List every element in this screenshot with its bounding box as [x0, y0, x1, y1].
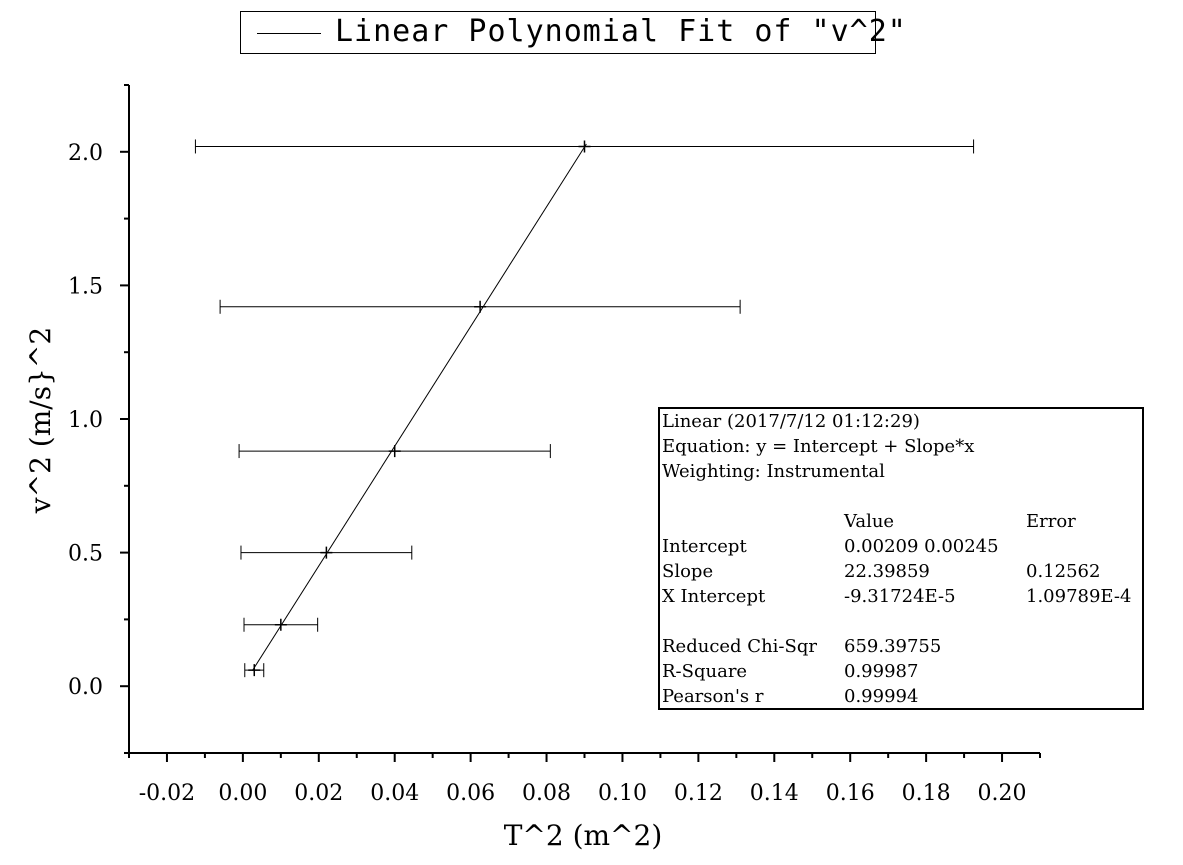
x-tick-label: 0.06: [446, 781, 495, 806]
legend-label: Linear Polynomial Fit of "v^2": [335, 14, 907, 49]
legend-line-swatch: [257, 33, 321, 34]
fit-row-name: Slope: [662, 561, 714, 582]
fit-row-name: X Intercept: [662, 586, 766, 607]
x-axis-ticks: -0.02 0.00 0.02 0.04 0.06 0.08 0.10 0.12 0.14 0.1…: [128, 753, 1041, 806]
x-tick-label: 0.18: [902, 781, 951, 806]
y-axis-title: v^2 (m/s}^2: [24, 327, 57, 514]
fit-stat-name: R-Square: [662, 661, 748, 682]
y-tick-label: 0.0: [68, 675, 103, 700]
fit-row-error: 0.12562: [1026, 561, 1101, 582]
y-tick-label: 1.0: [68, 408, 103, 433]
x-tick-label: 0.02: [294, 781, 343, 806]
fit-line-segment: [251, 143, 587, 671]
y-tick-label: 2.0: [68, 141, 103, 166]
fit-report-header-value: Value: [844, 511, 895, 532]
fit-row-value: 0.00209 0.00245: [844, 536, 999, 557]
x-tick-label: -0.02: [139, 781, 195, 806]
x-tick-label: 0.04: [370, 781, 419, 806]
fit-stat-value: 0.99987: [844, 661, 919, 682]
x-tick-label: 0.14: [750, 781, 799, 806]
x-tick-label: 0.08: [522, 781, 571, 806]
x-axis-title: T^2 (m^2): [504, 819, 663, 852]
x-tick-label: 0.00: [218, 781, 267, 806]
fit-report-equation: Equation: y = Intercept + Slope*x: [662, 436, 975, 457]
fit-report-header-error: Error: [1026, 511, 1076, 532]
x-tick-label: 0.12: [674, 781, 723, 806]
fit-report-table: Linear (2017/7/12 01:12:29) Equation: y …: [658, 407, 1144, 710]
y-tick-label: 1.5: [68, 274, 103, 299]
y-tick-label: 0.5: [68, 542, 103, 567]
x-tick-label: 0.10: [598, 781, 647, 806]
y-axis-ticks: 0.0 0.5 1.0 1.5 2.0: [68, 84, 129, 754]
data-point-marker: [578, 140, 591, 153]
fit-row-error: 1.09789E-4: [1026, 586, 1132, 607]
fit-report-weighting: Weighting: Instrumental: [662, 461, 885, 482]
fit-stat-value: 659.39755: [844, 636, 942, 657]
error-bars: [194, 139, 975, 678]
fit-report-title: Linear (2017/7/12 01:12:29): [662, 411, 920, 432]
fit-row-name: Intercept: [662, 536, 747, 557]
x-tick-label: 0.16: [826, 781, 875, 806]
data-point-marker: [388, 445, 401, 458]
fit-stat-name: Pearson's r: [662, 686, 764, 707]
fit-row-value: -9.31724E-5: [844, 586, 956, 607]
fit-line: [251, 143, 587, 671]
data-point-marker: [248, 664, 261, 677]
data-point-marker: [474, 300, 487, 313]
fit-row-value: 22.39859: [844, 561, 930, 582]
fit-stat-name: Reduced Chi-Sqr: [662, 636, 817, 657]
data-point-marker: [274, 618, 287, 631]
data-point-marker: [320, 546, 333, 559]
legend: Linear Polynomial Fit of "v^2": [240, 11, 906, 54]
fit-stat-value: 0.99994: [844, 686, 919, 707]
x-tick-label: 0.20: [978, 781, 1027, 806]
